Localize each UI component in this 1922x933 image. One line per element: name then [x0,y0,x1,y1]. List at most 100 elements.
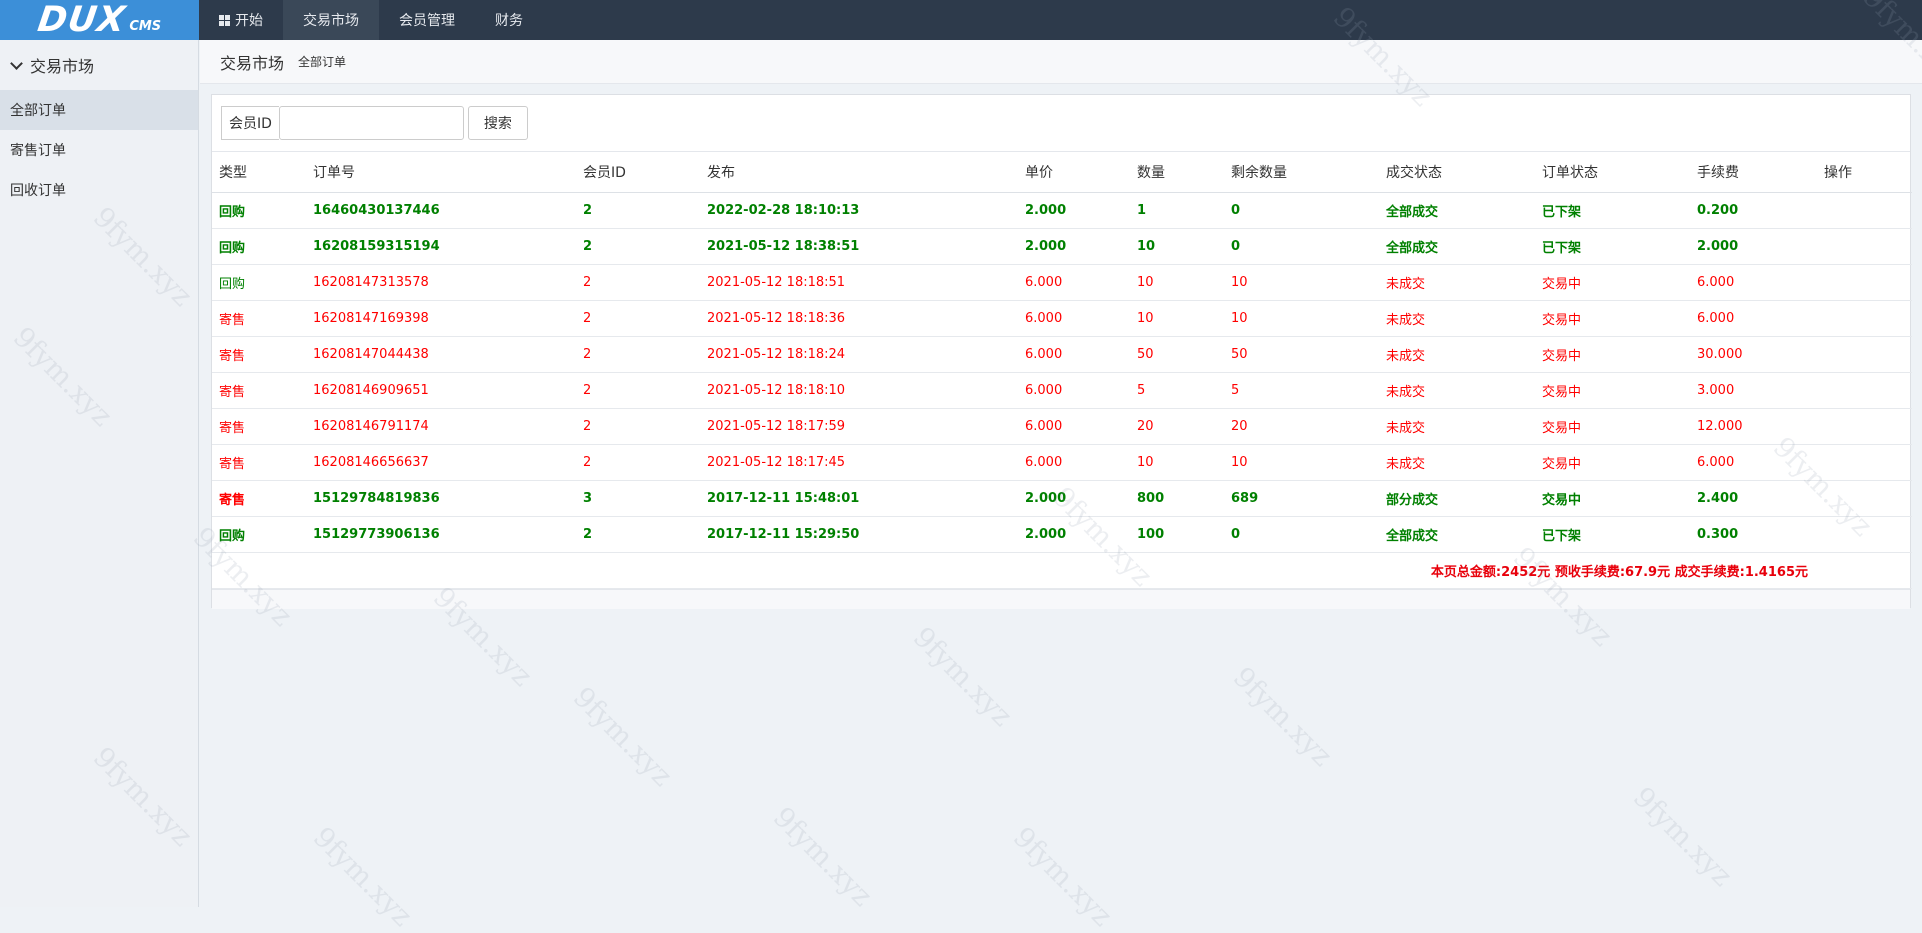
sidebar-item-label: 回收订单 [10,183,66,199]
cell-order-status: 交易中 [1535,300,1690,337]
cell-actions [1817,300,1912,337]
cell-order-status: 已下架 [1535,228,1690,265]
cell-quantity: 10 [1130,264,1224,301]
orders-table: 类型 订单号 会员ID 发布 单价 数量 剩余数量 成交状态 订单状态 手续费 操作 回购 16460… [212,152,1912,589]
topnav-label: 交易市场 [303,13,359,29]
cell-order-status: 交易中 [1535,444,1690,481]
cell-unit-price: 2.000 [1018,516,1130,553]
cell-member-id: 2 [576,264,700,301]
cell-deal-status: 全部成交 [1379,228,1535,265]
cell-quantity: 10 [1130,228,1224,265]
cell-publish-time: 2017-12-11 15:29:50 [700,516,1018,553]
cell-unit-price: 2.000 [1018,192,1130,229]
cell-member-id: 2 [576,192,700,229]
cell-fee: 3.000 [1690,372,1817,409]
cell-deal-status: 未成交 [1379,264,1535,301]
cell-type: 回购 [212,516,306,553]
topnav-label: 财务 [495,13,523,29]
cell-unit-price: 6.000 [1018,408,1130,445]
cell-quantity: 50 [1130,336,1224,373]
cell-publish-time: 2021-05-12 18:38:51 [700,228,1018,265]
table-row[interactable]: 寄售 16208146909651 2 2021-05-12 18:18:10 6.00… [212,372,1912,409]
topnav-item-members[interactable]: 会员管理 [379,0,475,40]
cell-publish-time: 2021-05-12 18:18:24 [700,336,1018,373]
cell-order-status: 已下架 [1535,516,1690,553]
cell-order-status: 交易中 [1535,480,1690,517]
cell-quantity: 20 [1130,408,1224,445]
cell-unit-price: 6.000 [1018,372,1130,409]
cell-publish-time: 2022-02-28 18:10:13 [700,192,1018,229]
sidebar-item-buyback-orders[interactable]: 回收订单 [0,170,198,210]
cell-fee: 6.000 [1690,300,1817,337]
cell-remaining: 0 [1224,516,1379,553]
cell-order-status: 交易中 [1535,336,1690,373]
cell-publish-time: 2021-05-12 18:18:10 [700,372,1018,409]
orders-panel: 会员ID 搜索 类型 订单号 会员ID 发布 单价 数量 剩余数量 成交状态 订单状态 手续费 操作… [211,94,1912,609]
table-row[interactable]: 回购 15129773906136 2 2017-12-11 15:29:50 2.00… [212,516,1912,553]
cell-order-no: 16208147313578 [306,264,576,301]
cell-order-no: 16460430137446 [306,192,576,229]
cell-fee: 6.000 [1690,444,1817,481]
cell-actions [1817,372,1912,409]
cell-deal-status: 部分成交 [1379,480,1535,517]
cell-member-id: 2 [576,516,700,553]
cell-publish-time: 2021-05-12 18:17:45 [700,444,1018,481]
cell-quantity: 10 [1130,444,1224,481]
breadcrumb: 交易市场 全部订单 [200,40,1922,84]
cell-remaining: 50 [1224,336,1379,373]
table-row[interactable]: 寄售 16208147044438 2 2021-05-12 18:18:24 6.00… [212,336,1912,373]
cell-order-no: 16208147044438 [306,336,576,373]
member-id-input[interactable] [278,106,464,140]
cell-fee: 30.000 [1690,336,1817,373]
cell-remaining: 10 [1224,444,1379,481]
cell-type: 回购 [212,192,306,229]
cell-order-no: 16208147169398 [306,300,576,337]
cell-remaining: 0 [1224,192,1379,229]
cell-actions [1817,480,1912,517]
table-row[interactable]: 寄售 15129784819836 3 2017-12-11 15:48:01 2.00… [212,480,1912,517]
search-button[interactable]: 搜索 [467,106,528,140]
cell-remaining: 20 [1224,408,1379,445]
column-header: 订单状态 [1535,152,1690,193]
topnav-item-market[interactable]: 交易市场 [283,0,379,40]
table-row[interactable]: 寄售 16208146791174 2 2021-05-12 18:17:59 6.00… [212,408,1912,445]
cell-deal-status: 全部成交 [1379,516,1535,553]
cell-deal-status: 未成交 [1379,300,1535,337]
cell-type: 寄售 [212,480,306,517]
cell-actions [1817,264,1912,301]
topnav-item-start[interactable]: 开始 [199,0,283,40]
cell-order-status: 已下架 [1535,192,1690,229]
topnav-item-finance[interactable]: 财务 [475,0,543,40]
column-header: 单价 [1018,152,1130,193]
cell-order-no: 16208146909651 [306,372,576,409]
windows-icon [219,14,230,26]
table-row[interactable]: 回购 16208147313578 2 2021-05-12 18:18:51 6.00… [212,264,1912,301]
cell-publish-time: 2021-05-12 18:17:59 [700,408,1018,445]
top-nav: 开始 交易市场 会员管理 财务 [199,0,543,40]
table-row[interactable]: 回购 16460430137446 2 2022-02-28 18:10:13 2.00… [212,192,1912,229]
cell-remaining: 5 [1224,372,1379,409]
table-row[interactable]: 回购 16208159315194 2 2021-05-12 18:38:51 2.00… [212,228,1912,265]
column-header: 会员ID [576,152,700,193]
sidebar-item-consign-orders[interactable]: 寄售订单 [0,130,198,170]
column-header: 成交状态 [1379,152,1535,193]
column-header: 发布 [700,152,1018,193]
brand-logo[interactable]: DUX CMS [0,0,199,40]
topnav-label: 开始 [235,13,263,29]
column-header: 数量 [1130,152,1224,193]
sidebar-item-label: 全部订单 [10,103,66,119]
sidebar-item-all-orders[interactable]: 全部订单 [0,90,198,130]
cell-actions [1817,228,1912,265]
cell-fee: 0.300 [1690,516,1817,553]
table-row[interactable]: 寄售 16208147169398 2 2021-05-12 18:18:36 6.00… [212,300,1912,337]
cell-order-no: 15129784819836 [306,480,576,517]
cell-order-status: 交易中 [1535,408,1690,445]
cell-type: 寄售 [212,444,306,481]
table-row[interactable]: 寄售 16208146656637 2 2021-05-12 18:17:45 6.00… [212,444,1912,481]
chevron-down-icon [10,56,23,70]
sidebar-item-label: 寄售订单 [10,143,66,159]
cell-quantity: 10 [1130,300,1224,337]
page-summary: 本页总金额:2452元 预收手续费:67.9元 成交手续费:1.4165元 [212,552,1912,589]
topnav-label: 会员管理 [399,13,455,29]
sidebar-section-title[interactable]: 交易市场 [0,40,198,90]
